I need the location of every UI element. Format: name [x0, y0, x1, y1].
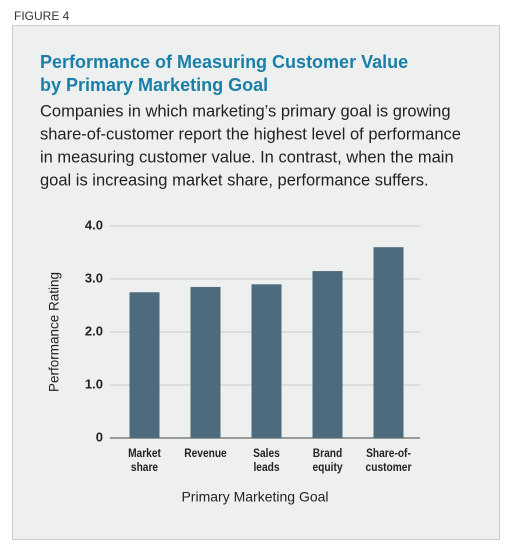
chart-subtitle: goal is increasing market share, perform… [40, 171, 429, 189]
x-tick-label: Brand [313, 447, 343, 460]
x-axis-label: Primary Marketing Goal [181, 489, 328, 505]
y-tick-label: 1.0 [85, 376, 103, 391]
y-tick-label: 2.0 [85, 323, 103, 338]
bar [373, 247, 404, 438]
chart-subtitle: share-of-customer report the highest lev… [40, 125, 461, 143]
chart-title: Performance of Measuring Customer Value [40, 52, 408, 72]
y-tick-label: 0 [96, 429, 103, 444]
x-tick-label: Revenue [184, 447, 226, 460]
y-axis-label: Performance Rating [47, 272, 62, 392]
x-tick-label: leads [253, 461, 279, 474]
chart-subtitle: in measuring customer value. In contrast… [40, 148, 454, 166]
x-tick-label: share [131, 461, 158, 474]
y-tick-label: 3.0 [85, 270, 103, 285]
x-tick-label: Sales [253, 447, 280, 460]
x-tick-label: Market [128, 447, 161, 460]
bar [312, 271, 343, 438]
bar [129, 292, 160, 438]
chart-title: by Primary Marketing Goal [40, 75, 268, 95]
figure-label: FIGURE 4 [14, 9, 70, 23]
bar [190, 286, 221, 438]
chart-subtitle: Companies in which marketing’s primary g… [40, 102, 451, 120]
bar [251, 284, 282, 438]
y-tick-label: 4.0 [85, 217, 103, 232]
panel [12, 25, 500, 540]
x-tick-label: equity [312, 461, 343, 474]
x-tick-label: Share-of- [366, 447, 411, 460]
x-tick-label: customer [366, 461, 412, 474]
